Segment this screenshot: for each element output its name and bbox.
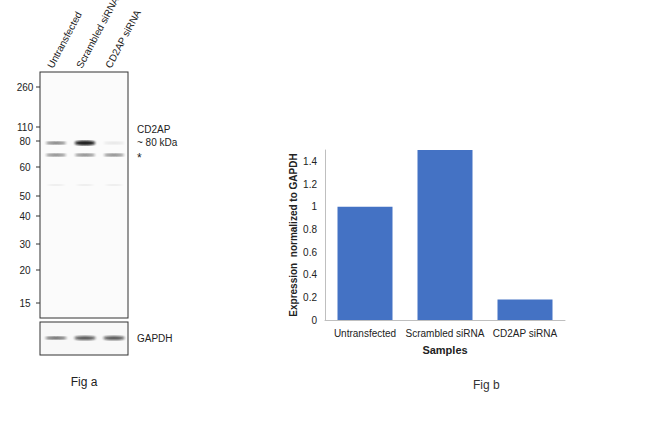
svg-text:20: 20	[19, 265, 31, 276]
svg-text:~ 80 kDa: ~ 80 kDa	[137, 137, 178, 148]
svg-text:1: 1	[311, 201, 317, 212]
svg-text:0.2: 0.2	[303, 292, 317, 303]
svg-text:60: 60	[19, 162, 31, 173]
svg-text:GAPDH: GAPDH	[137, 333, 173, 344]
svg-text:Samples: Samples	[422, 344, 467, 356]
svg-text:Expression normalized to GAPD: Expression normalized to GAPDH	[288, 153, 299, 316]
svg-text:Scrambled siRNA: Scrambled siRNA	[74, 0, 121, 70]
svg-text:CD2AP: CD2AP	[137, 124, 171, 135]
svg-text:0: 0	[311, 315, 317, 326]
svg-text:30: 30	[19, 239, 31, 250]
svg-text:110: 110	[17, 122, 33, 133]
svg-text:0.4: 0.4	[303, 269, 317, 280]
svg-text:40: 40	[19, 211, 31, 222]
svg-text:*: *	[137, 151, 142, 165]
svg-text:CD2AP siRNA: CD2AP siRNA	[103, 8, 143, 70]
svg-text:1.4: 1.4	[303, 156, 317, 167]
svg-text:CD2AP siRNA: CD2AP siRNA	[493, 328, 558, 339]
svg-text:Untransfected: Untransfected	[45, 10, 84, 70]
svg-text:1.2: 1.2	[303, 179, 317, 190]
svg-text:260: 260	[17, 82, 34, 93]
svg-text:Fig b: Fig b	[473, 378, 500, 392]
svg-text:80: 80	[19, 136, 31, 147]
svg-text:50: 50	[19, 191, 31, 202]
svg-text:Scrambled siRNA: Scrambled siRNA	[406, 328, 485, 339]
svg-text:Fig a: Fig a	[71, 375, 98, 389]
svg-text:Untransfected: Untransfected	[334, 328, 396, 339]
svg-text:15: 15	[19, 298, 31, 309]
svg-text:0.8: 0.8	[303, 224, 317, 235]
svg-text:0.6: 0.6	[303, 247, 317, 258]
